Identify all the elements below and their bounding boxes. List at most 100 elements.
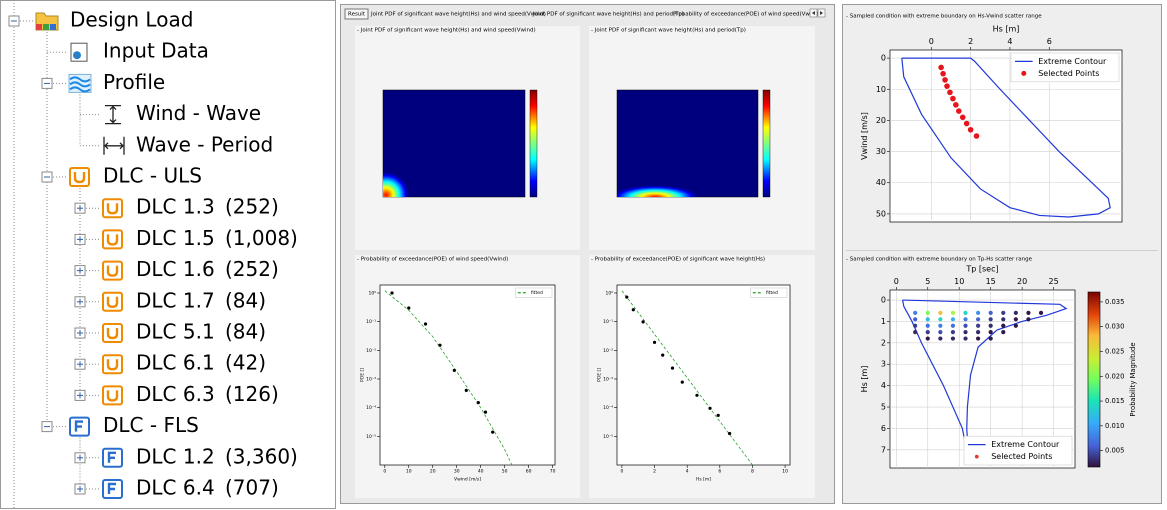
- tree-item-label[interactable]: Input Data: [103, 39, 209, 63]
- expander[interactable]: [74, 358, 86, 370]
- arrow-icon: [812, 11, 815, 15]
- tree-icon: [103, 136, 125, 155]
- x-axis-label: Vwind [m/s]: [454, 477, 481, 483]
- tree-item-label[interactable]: DLC 1.3: [136, 195, 215, 219]
- expander[interactable]: [74, 233, 86, 245]
- tree-icon: [102, 260, 123, 281]
- x-tick-label: 0: [894, 277, 899, 286]
- x-tick-label: 15: [986, 277, 996, 286]
- y-tick-label: 50: [876, 209, 886, 218]
- chart-title: - Probability of exceedance(POE) of sign…: [591, 257, 765, 263]
- y-tick-label: 10⁻²: [366, 348, 376, 354]
- dlc-glyph: [106, 234, 119, 246]
- expander[interactable]: [74, 452, 86, 464]
- expander[interactable]: [74, 389, 86, 401]
- y-tick-label: 10⁰: [605, 290, 613, 296]
- tree-item-label[interactable]: DLC 1.6: [136, 257, 215, 281]
- legend-box: [750, 287, 788, 298]
- expander[interactable]: [74, 483, 86, 495]
- y-tick-label: 7: [881, 445, 886, 454]
- legend-label: Selected Points: [991, 452, 1052, 461]
- expander[interactable]: [74, 202, 86, 214]
- tree-item-label[interactable]: DLC 1.5: [136, 226, 215, 250]
- tree-item-label[interactable]: DLC - FLS: [103, 413, 199, 437]
- data-point: [695, 393, 699, 397]
- expander[interactable]: [74, 327, 86, 339]
- x-tick-label: 0: [929, 37, 934, 46]
- data-point: [390, 291, 394, 295]
- dlc-icon: [102, 291, 123, 312]
- y-tick-label: 10⁻¹: [603, 319, 613, 325]
- data-point: [963, 323, 968, 328]
- x-tick-label: 10: [406, 469, 412, 475]
- tree-item-count: (707): [225, 476, 279, 500]
- result-button[interactable]: [344, 8, 369, 20]
- dlc-glyph: [73, 172, 86, 184]
- expander[interactable]: [41, 77, 53, 89]
- data-point: [661, 353, 665, 357]
- dlc-glyph: [106, 328, 119, 340]
- tab-label[interactable]: Joint PDF of significant wave height(Hs)…: [370, 12, 546, 18]
- legend-box: [963, 435, 1073, 466]
- colorbar-label: Probability Magnitude: [1129, 342, 1137, 416]
- tree-item-label[interactable]: Wind - Wave: [136, 101, 261, 125]
- data-point: [967, 126, 974, 133]
- y-tick-label: 10⁻⁵: [603, 434, 613, 440]
- y-tick-label: 0: [881, 296, 886, 305]
- colorbar: [1087, 291, 1101, 468]
- data-line: [384, 290, 513, 466]
- x-tick-label: 40: [478, 469, 484, 475]
- tree-item-label[interactable]: Profile: [103, 70, 165, 94]
- data-point: [925, 336, 930, 341]
- heatmap: [616, 89, 759, 198]
- tree-icon: [102, 479, 123, 499]
- y-tick-label: 0: [881, 54, 886, 63]
- folder-badge: [50, 24, 56, 30]
- x-tick-label: 70: [550, 469, 556, 475]
- data-point: [913, 330, 918, 335]
- expander[interactable]: [8, 15, 20, 27]
- tree-item-count: (3,360): [225, 444, 298, 468]
- result-button-label[interactable]: Result: [348, 12, 366, 18]
- x-tick-label: 60: [526, 469, 532, 475]
- data-point: [913, 317, 918, 322]
- tree-item-label[interactable]: DLC 1.2: [136, 444, 215, 468]
- data-point: [950, 310, 956, 315]
- y-tick-label: 40: [876, 178, 886, 187]
- data-point: [423, 322, 428, 326]
- x-axis-label: Hs [m]: [993, 25, 1020, 34]
- data-point: [963, 317, 968, 322]
- tree-icon: [102, 229, 123, 250]
- tree-item-label[interactable]: DLC 6.1: [136, 351, 215, 375]
- y-tick-label: 10⁻⁴: [603, 405, 613, 411]
- tree-item-label[interactable]: DLC - ULS: [103, 164, 202, 188]
- expander[interactable]: [41, 171, 53, 183]
- tab-label[interactable]: Probability of exceedance(POE) of wind s…: [673, 12, 821, 18]
- legend-label: Selected Points: [1038, 69, 1099, 78]
- tree-icon: [68, 73, 92, 93]
- expander[interactable]: [74, 296, 86, 308]
- expander[interactable]: [41, 421, 53, 433]
- split-icon: [105, 104, 121, 125]
- tree-item-label[interactable]: Design Load: [70, 8, 193, 32]
- dlc-icon: [102, 229, 123, 250]
- tree-item-count: (84): [225, 288, 266, 312]
- y-tick-label: 10⁻³: [603, 376, 613, 382]
- tab-label[interactable]: Joint PDF of significant wave height(Hs)…: [532, 12, 684, 18]
- tree-item-label[interactable]: DLC 1.7: [136, 288, 215, 312]
- tree-item-label[interactable]: DLC 6.3: [136, 382, 215, 406]
- data-point: [956, 108, 962, 114]
- panel-title: - Joint PDF of significant wave height(H…: [591, 28, 746, 34]
- tree-icon: [102, 447, 123, 468]
- tree-icon: [102, 198, 123, 219]
- data-point: [938, 330, 943, 335]
- dlc-glyph: [106, 390, 119, 402]
- y-axis-label: POE []: [597, 368, 603, 382]
- tree-item-label[interactable]: DLC 6.4: [136, 476, 215, 500]
- data-point: [950, 95, 956, 102]
- tree-item-label[interactable]: DLC 5.1: [136, 320, 215, 344]
- tree-item-label[interactable]: Wave - Period: [136, 132, 273, 156]
- x-tick-label: 0: [620, 469, 623, 475]
- tree-panel: [0, 0, 336, 509]
- expander[interactable]: [74, 265, 86, 277]
